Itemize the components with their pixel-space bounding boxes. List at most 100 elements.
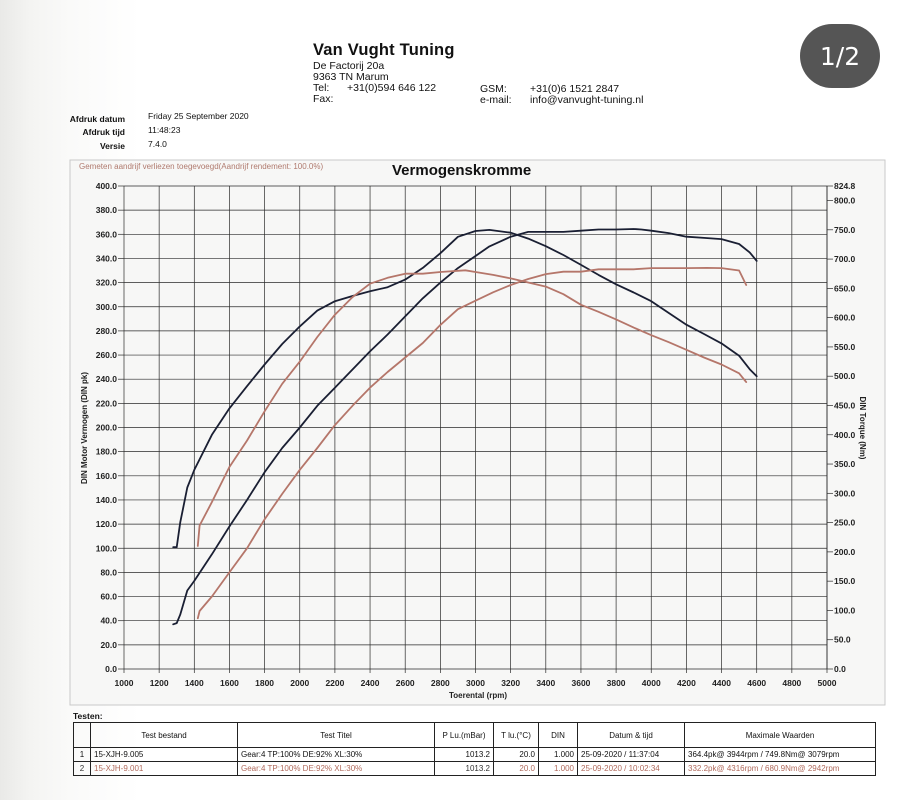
y-right-tick-label: 300.0 (834, 488, 856, 498)
x-tick-label: 4400 (712, 678, 731, 688)
row-max-values: 332.2pk@ 4316rpm / 680.9Nm@ 2942rpm (684, 761, 876, 776)
tests-heading: Testen: (73, 711, 103, 721)
y-left-tick-label: 400.0 (96, 181, 118, 191)
x-axis-label: Toerental (rpm) (449, 691, 507, 700)
y-right-tick-label: 350.0 (834, 459, 856, 469)
version-value: 7.4.0 (148, 139, 167, 149)
series-line-15-xjh-9-005-torque (172, 228, 758, 549)
email-value: info@vanvught-tuning.nl (530, 94, 644, 106)
row-air-pressure: 1013.2 (434, 761, 494, 776)
y-left-tick-label: 20.0 (100, 640, 117, 650)
y-left-tick-label: 60.0 (100, 592, 117, 602)
row-date-time: 25-09-2020 / 10:02:34 (577, 761, 685, 776)
y-axis-left-label: DIN Motor Vermogen (DIN pk) (80, 372, 89, 484)
y-left-tick-label: 360.0 (96, 229, 118, 239)
chart-note: Gemeten aandrijf verliezen toegevoegd(Aa… (79, 162, 323, 171)
version-label: Versie (99, 141, 125, 151)
header-air-pressure: P Lu.(mBar) (434, 722, 494, 748)
gsm-label: GSM: (480, 83, 507, 95)
row-index: 2 (73, 761, 91, 776)
tel-label: Tel: (313, 82, 330, 94)
row-test-title: Gear:4 TP:100% DE:92% XL:30% (237, 761, 435, 776)
x-tick-label: 2600 (396, 678, 415, 688)
header-test-title: Test Titel (237, 722, 435, 748)
x-tick-label: 2000 (290, 678, 309, 688)
row-max-values: 364.4pk@ 3944rpm / 749.8Nm@ 3079rpm (684, 747, 876, 762)
y-right-tick-label: 150.0 (834, 576, 856, 586)
table-row: 1 15-XJH-9.005 Gear:4 TP:100% DE:92% XL:… (73, 747, 876, 762)
y-left-tick-label: 280.0 (96, 326, 118, 336)
series-line-15-xjh-9-001-vermogen (196, 266, 748, 620)
x-tick-label: 2200 (325, 678, 344, 688)
x-tick-label: 3600 (571, 678, 590, 688)
x-tick-label: 2800 (431, 678, 450, 688)
y-right-tick-label: 750.0 (834, 225, 856, 235)
y-axis-right-label: DIN Torque (Nm) (858, 397, 867, 460)
fax-label: Fax: (313, 93, 334, 105)
y-left-tick-label: 140.0 (96, 495, 118, 505)
y-left-tick-label: 100.0 (96, 543, 118, 553)
row-air-temp: 20.0 (493, 761, 539, 776)
y-right-tick-label: 250.0 (834, 518, 856, 528)
power-curve-chart: Gemeten aandrijf verliezen toegevoegd(Aa… (69, 159, 886, 706)
gsm-value: +31(0)6 1521 2847 (530, 83, 620, 95)
y-left-tick-label: 120.0 (96, 519, 118, 529)
row-index: 1 (73, 747, 91, 762)
y-left-tick-label: 160.0 (96, 471, 118, 481)
x-tick-label: 4600 (747, 678, 766, 688)
x-tick-label: 4200 (677, 678, 696, 688)
y-right-tick-label: 500.0 (834, 371, 856, 381)
y-right-tick-label: 100.0 (834, 605, 856, 615)
y-left-tick-label: 220.0 (96, 398, 118, 408)
header-air-temp: T lu.(°C) (493, 722, 539, 748)
x-tick-label: 1400 (185, 678, 204, 688)
y-axis-right-ticks: 0.0 50.0 100.0 150.0 200.0 250.0 300.0 350.0 400… (826, 181, 856, 674)
chart-title: Vermogenskromme (392, 162, 531, 179)
print-time-label: Afdruk tijd (82, 127, 126, 137)
x-tick-label: 4800 (782, 678, 801, 688)
company-name: Van Vught Tuning (313, 41, 455, 59)
x-axis-ticks: 1000 1200 1400 1600 1800 2000 2200 2400 2600 2800… (115, 669, 837, 688)
grid-horizontal (124, 185, 827, 670)
row-air-temp: 20.0 (493, 747, 539, 762)
y-right-tick-label: 450.0 (834, 400, 856, 410)
y-right-tick-label: 600.0 (834, 313, 856, 323)
y-right-tick-label: 400.0 (834, 430, 856, 440)
y-right-tick-label: 700.0 (834, 254, 856, 264)
y-left-tick-label: 240.0 (96, 374, 118, 384)
y-left-tick-label: 0.0 (105, 664, 117, 674)
y-right-tick-label: 824.8 (834, 181, 856, 191)
print-date-value: Friday 25 September 2020 (148, 111, 249, 121)
row-din: 1.000 (538, 747, 578, 762)
x-tick-label: 1200 (150, 678, 169, 688)
row-air-pressure: 1013.2 (434, 747, 494, 762)
tel-value: +31(0)594 646 122 (347, 82, 437, 94)
y-left-tick-label: 40.0 (100, 616, 117, 626)
y-axis-left-ticks: 0.0 20.0 40.0 60.0 80.0 100.0 120.0 140.0 160.0 1… (96, 181, 124, 674)
row-date-time: 25-09-2020 / 11:37:04 (577, 747, 685, 762)
x-tick-label: 5000 (818, 678, 837, 688)
header-date-time: Datum & tijd (577, 722, 685, 748)
x-tick-label: 3200 (501, 678, 520, 688)
y-right-tick-label: 800.0 (834, 196, 856, 206)
x-tick-label: 1800 (255, 678, 274, 688)
header-max-values: Maximale Waarden (684, 722, 876, 748)
page-indicator-badge[interactable]: 1/2 (800, 24, 880, 88)
address-line-1: De Factorij 20a (313, 60, 385, 72)
print-date-label: Afdruk datum (69, 114, 125, 124)
y-left-tick-label: 260.0 (96, 350, 118, 360)
y-left-tick-label: 180.0 (96, 447, 118, 457)
y-right-tick-label: 650.0 (834, 283, 856, 293)
header-din: DIN (538, 722, 578, 748)
email-label: e-mail: (480, 94, 512, 106)
table-header-row: Test bestand Test Titel P Lu.(mBar) T lu… (73, 722, 876, 748)
x-tick-label: 4000 (642, 678, 661, 688)
y-left-tick-label: 200.0 (96, 423, 118, 433)
x-tick-label: 2400 (361, 678, 380, 688)
row-test-file: 15-XJH-9.001 (90, 761, 238, 776)
chart-series (172, 228, 758, 626)
row-test-title: Gear:4 TP:100% DE:92% XL:30% (237, 747, 435, 762)
y-left-tick-label: 300.0 (96, 302, 118, 312)
y-left-tick-label: 340.0 (96, 253, 118, 263)
